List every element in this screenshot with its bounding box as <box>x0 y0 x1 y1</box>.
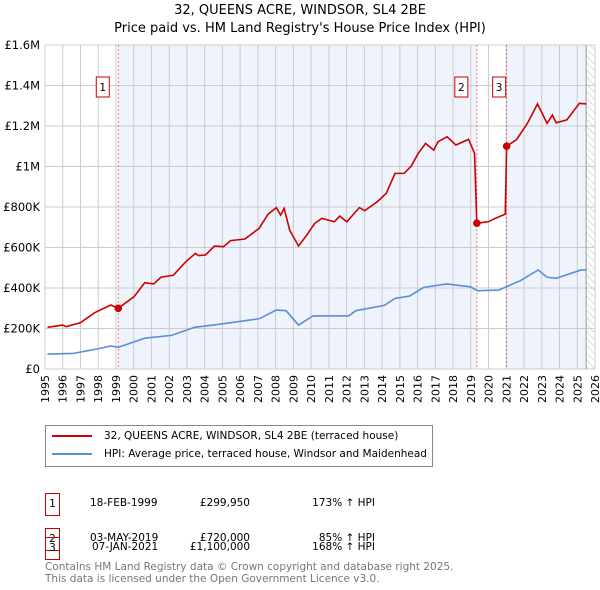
series-line <box>47 102 587 329</box>
legend-swatch-blue <box>52 453 92 455</box>
legend-item-property: 32, QUEENS ACRE, WINDSOR, SL4 2BE (terra… <box>52 430 398 442</box>
y-tick-label: £800K <box>3 200 40 214</box>
x-tick-label: 2011 <box>323 375 336 403</box>
x-tick-label: 2014 <box>376 375 389 403</box>
chart-subtitle: Price paid vs. HM Land Registry's House … <box>114 21 486 36</box>
x-tick-label: 2000 <box>128 375 141 403</box>
sale-label-box <box>492 76 507 98</box>
legend: 32, QUEENS ACRE, WINDSOR, SL4 2BE (terra… <box>45 425 433 467</box>
x-tick-label: 1998 <box>92 375 105 403</box>
attribution: Contains HM Land Registry data © Crown c… <box>45 561 454 585</box>
attribution-line: Contains HM Land Registry data © Crown c… <box>45 561 454 573</box>
x-tick-label: 1995 <box>39 375 52 403</box>
sale-point <box>502 142 511 151</box>
x-tick-label: 2018 <box>447 375 460 403</box>
x-tick-label: 2020 <box>483 375 496 403</box>
sale-hpi: 173% ↑ HPI <box>312 497 375 509</box>
sale-price: £1,100,000 <box>189 541 250 553</box>
legend-label: HPI: Average price, terraced house, Wind… <box>104 448 427 460</box>
x-tick-label: 2007 <box>252 375 265 403</box>
x-tick-label: 2008 <box>270 375 283 403</box>
sale-price: £720,000 <box>199 532 250 544</box>
sale-label: 2 <box>458 82 465 94</box>
sale-marker-badge: 3 <box>45 537 60 560</box>
sale-row: 2 03-MAY-2019 £720,000 85% ↑ HPI <box>45 528 375 551</box>
x-tick-label: 2023 <box>536 375 549 403</box>
y-tick-label: £1M <box>15 160 40 174</box>
x-tick-label: 2022 <box>518 375 531 403</box>
x-tick-label: 2025 <box>571 375 584 403</box>
sale-hpi: 85% ↑ HPI <box>318 532 375 544</box>
y-tick-label: £1.2M <box>4 119 40 133</box>
x-tick-label: 2001 <box>145 375 158 403</box>
x-tick-label: 2003 <box>181 375 194 403</box>
price-chart: 1995 1996 1997 1998 1999 2000 2001 2002 2003 2004… <box>3 38 600 403</box>
y-tick-label: £600K <box>3 241 40 255</box>
y-tick-label: £0 <box>25 362 40 376</box>
y-tick-label: £400K <box>3 281 40 295</box>
x-tick-label: 2012 <box>341 375 354 403</box>
x-tick-label: 1996 <box>57 375 70 403</box>
y-tick-label: £200K <box>3 322 40 336</box>
sale-label: 1 <box>99 82 106 94</box>
x-tick-label: 2021 <box>500 375 513 403</box>
y-tick-label: £1.6M <box>4 38 40 52</box>
sale-date: 03-MAY-2019 <box>90 532 159 544</box>
sale-marker-badge: 1 <box>45 493 60 516</box>
y-tick-label: £1.4M <box>4 79 40 93</box>
x-tick-label: 2017 <box>429 375 442 403</box>
sale-label: 3 <box>496 82 503 94</box>
x-tick-label: 2002 <box>163 375 176 403</box>
x-tick-label: 2009 <box>287 375 300 403</box>
series-line <box>47 269 587 355</box>
x-tick-label: 2024 <box>554 375 567 403</box>
sale-row: 3 07-JAN-2021 £1,100,000 168% ↑ HPI <box>45 537 375 562</box>
x-tick-label: 2015 <box>394 375 407 403</box>
x-tick-label: 2019 <box>465 375 478 403</box>
sale-price: £299,950 <box>199 497 250 509</box>
x-tick-label: 1999 <box>110 375 123 403</box>
legend-swatch-red <box>52 435 92 437</box>
legend-item-hpi: HPI: Average price, terraced house, Wind… <box>52 448 427 460</box>
sale-label-box <box>95 76 110 98</box>
x-tick-label: 2026 <box>589 375 600 403</box>
x-tick-label: 2004 <box>199 375 212 403</box>
sale-label-box <box>454 76 469 98</box>
x-tick-label: 2010 <box>305 375 318 403</box>
sale-row: 1 18-FEB-1999 £299,950 173% ↑ HPI <box>45 493 375 516</box>
attribution-line: This data is licensed under the Open Gov… <box>45 572 380 585</box>
x-tick-label: 1997 <box>74 375 87 403</box>
x-tick-label: 2013 <box>358 375 371 403</box>
x-tick-label: 2016 <box>412 375 425 403</box>
x-tick-label: 2006 <box>234 375 247 403</box>
chart-title: 32, QUEENS ACRE, WINDSOR, SL4 2BE <box>174 3 426 18</box>
sale-point <box>114 304 123 313</box>
sale-date: 18-FEB-1999 <box>90 497 158 509</box>
sale-point <box>473 219 481 227</box>
sale-hpi: 168% ↑ HPI <box>312 541 375 553</box>
x-tick-label: 2005 <box>216 375 229 403</box>
sale-date: 07-JAN-2021 <box>92 541 159 553</box>
legend-label: 32, QUEENS ACRE, WINDSOR, SL4 2BE (terra… <box>104 430 399 442</box>
